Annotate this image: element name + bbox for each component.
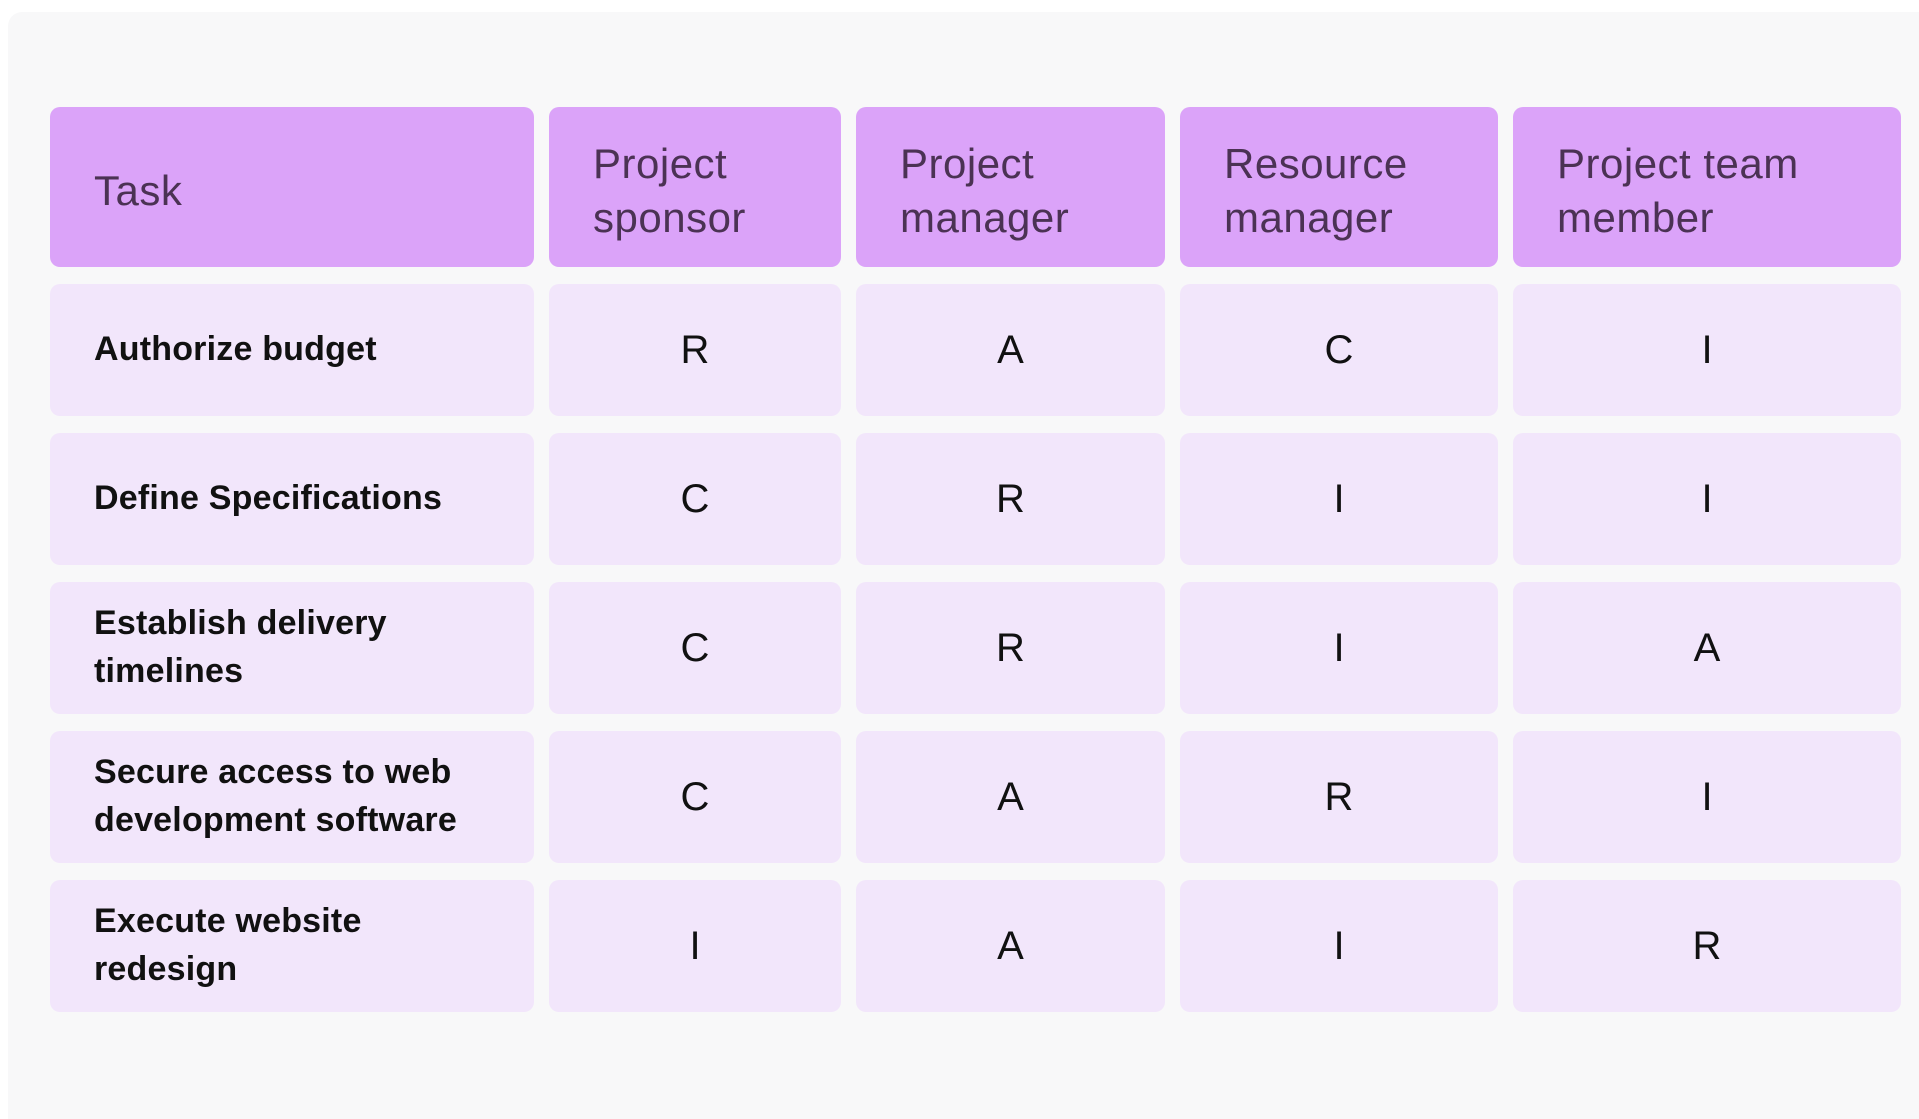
raci-cell: I bbox=[1513, 284, 1901, 416]
raci-cell: R bbox=[1513, 880, 1901, 1012]
raci-cell: A bbox=[1513, 582, 1901, 714]
column-header-resource-manager: Resource manager bbox=[1180, 107, 1498, 267]
raci-cell: C bbox=[549, 731, 841, 863]
raci-cell: R bbox=[549, 284, 841, 416]
column-header-task: Task bbox=[50, 107, 534, 267]
raci-cell: A bbox=[856, 731, 1165, 863]
raci-cell: C bbox=[549, 582, 841, 714]
raci-cell: I bbox=[549, 880, 841, 1012]
column-header-project-sponsor: Project sponsor bbox=[549, 107, 841, 267]
task-cell-execute-website-redesign: Execute website redesign bbox=[50, 880, 534, 1012]
task-cell-establish-delivery-timelines: Establish delivery timelines bbox=[50, 582, 534, 714]
raci-cell: A bbox=[856, 880, 1165, 1012]
raci-cell: I bbox=[1180, 433, 1498, 565]
raci-cell: I bbox=[1513, 731, 1901, 863]
raci-cell: I bbox=[1180, 880, 1498, 1012]
column-header-project-manager: Project manager bbox=[856, 107, 1165, 267]
task-cell-authorize-budget: Authorize budget bbox=[50, 284, 534, 416]
task-cell-define-specifications: Define Specifications bbox=[50, 433, 534, 565]
raci-cell: I bbox=[1180, 582, 1498, 714]
raci-cell: R bbox=[856, 582, 1165, 714]
task-cell-secure-access-software: Secure access to web development softwar… bbox=[50, 731, 534, 863]
raci-cell: A bbox=[856, 284, 1165, 416]
raci-cell: C bbox=[1180, 284, 1498, 416]
raci-cell: R bbox=[1180, 731, 1498, 863]
raci-cell: C bbox=[549, 433, 841, 565]
raci-cell: R bbox=[856, 433, 1165, 565]
raci-cell: I bbox=[1513, 433, 1901, 565]
raci-matrix-table: Task Project sponsor Project manager Res… bbox=[50, 107, 1901, 1012]
column-header-project-team-member: Project team member bbox=[1513, 107, 1901, 267]
